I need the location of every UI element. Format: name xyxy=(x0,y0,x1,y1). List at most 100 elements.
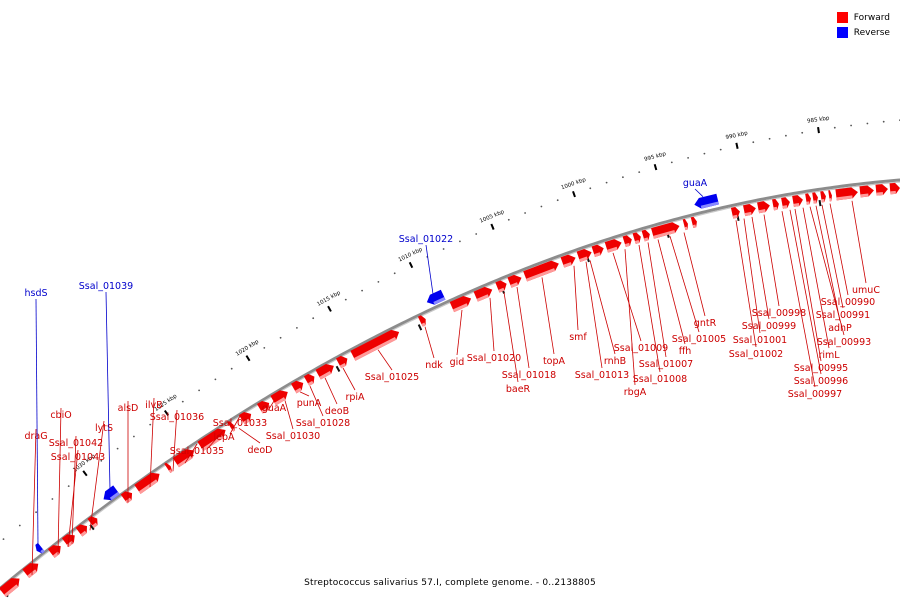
forward-gene-14-shade xyxy=(261,407,268,414)
gene-label-alsd: alsD xyxy=(118,403,139,414)
minor-tick-dot xyxy=(524,212,526,214)
gene-label-lyts: lytS xyxy=(95,423,113,434)
forward-gene-43-shade xyxy=(806,201,810,205)
gene-label-ssal-01002-leader xyxy=(735,220,757,348)
minor-tick-dot xyxy=(589,187,592,190)
gene-label-ssal-01002: Ssal_01002 xyxy=(729,349,783,360)
minor-tick-dot xyxy=(361,289,363,292)
forward-gene-47-shade xyxy=(836,195,853,201)
gene-label-ssal-01033: Ssal_01033 xyxy=(213,418,267,429)
forward-gene-27 xyxy=(560,254,576,268)
gene-label-ssal-00996-leader xyxy=(789,209,822,375)
forward-gene-26-body xyxy=(523,260,559,282)
gene-label-guaa-leader xyxy=(267,400,275,411)
reverse-label-hsds-leader xyxy=(35,298,39,546)
minor-tick-dot xyxy=(344,298,347,301)
tick-label: 1010 kbp xyxy=(398,247,424,264)
tick-label: 1000 kbp xyxy=(560,177,587,191)
forward-gene-42-shade xyxy=(793,202,800,207)
gene-label-gntr: gntR xyxy=(694,318,717,329)
gene-label-lepa: lepA xyxy=(213,432,235,443)
forward-gene-32-shade xyxy=(634,239,640,244)
forward-gene-37-shade xyxy=(732,214,738,219)
gene-label-ssal-01030: Ssal_01030 xyxy=(266,431,320,442)
minor-tick-dot xyxy=(51,498,54,500)
forward-gene-17 xyxy=(303,373,315,386)
minor-tick-dot xyxy=(850,124,852,127)
forward-gene-27-shade xyxy=(563,262,572,268)
forward-swatch xyxy=(836,12,848,23)
forward-gene-1-body xyxy=(0,578,20,597)
forward-gene-13 xyxy=(238,411,252,425)
minor-tick-dot xyxy=(556,199,559,202)
forward-gene-11-body xyxy=(197,428,226,451)
forward-gene-25 xyxy=(507,274,522,288)
gene-label-ssal-01036-leader xyxy=(172,409,178,472)
gene-label-gid: gid xyxy=(450,357,465,368)
forward-gene-41 xyxy=(781,197,790,209)
minor-tick-dot xyxy=(866,122,869,125)
gene-label-guaa: guaA xyxy=(262,403,287,414)
gene-label-ndk: ndk xyxy=(425,360,443,371)
forward-gene-25-shade xyxy=(510,282,519,288)
forward-gene-47 xyxy=(835,187,858,201)
forward-gene-1-shade xyxy=(4,584,19,597)
forward-gene-7-shade xyxy=(125,497,132,504)
tick-label: 995 kbp xyxy=(644,151,668,163)
gene-label-ssal-00996: Ssal_00996 xyxy=(794,376,848,387)
gene-label-ilvb-leader xyxy=(149,397,155,488)
gene-label-rbga-leader xyxy=(624,249,636,386)
forward-gene-7 xyxy=(120,491,133,504)
forward-gene-35-shade xyxy=(684,226,688,231)
gene-label-ssal-01042: Ssal_01042 xyxy=(49,438,103,449)
reverse-label-ssal-01039: Ssal_01039 xyxy=(79,281,133,292)
gene-label-ssal-01035-leader xyxy=(184,443,198,464)
gene-label-ssal-01005: Ssal_01005 xyxy=(672,334,726,345)
gene-label-ssal-01009-leader xyxy=(612,252,642,342)
forward-gene-15-shade xyxy=(274,397,286,406)
reverse-gene-hsds xyxy=(35,542,45,554)
gene-label-umuc-leader xyxy=(851,200,867,284)
forward-gene-14 xyxy=(256,400,270,414)
forward-gene-20 xyxy=(350,329,400,361)
minor-tick-dot xyxy=(687,157,689,159)
forward-gene-22-body xyxy=(449,295,472,313)
gene-label-ssal-01020: Ssal_01020 xyxy=(467,353,521,364)
forward-gene-6 xyxy=(87,516,98,528)
gene-label-ssal-01013: Ssal_01013 xyxy=(575,370,629,381)
legend-reverse-label: Reverse xyxy=(853,27,890,38)
forward-gene-44 xyxy=(812,192,818,204)
minor-tick-dot xyxy=(100,459,103,462)
gene-label-baer-leader xyxy=(503,292,519,383)
forward-gene-39-shade xyxy=(758,209,766,214)
forward-gene-40 xyxy=(772,198,779,211)
major-tick xyxy=(327,305,332,312)
gene-label-ssal-01043: Ssal_01043 xyxy=(51,452,105,463)
forward-gene-18-body xyxy=(315,364,334,380)
gene-label-ssal-01033-leader xyxy=(229,415,241,435)
gene-label-adhp-leader xyxy=(815,205,841,322)
major-tick xyxy=(653,163,658,171)
major-tick xyxy=(82,470,88,477)
minor-tick-dot xyxy=(507,218,510,221)
genome-caption: Streptococcus salivarius 57.I, complete … xyxy=(304,578,596,588)
forward-gene-19-shade xyxy=(339,362,347,369)
forward-gene-2-body xyxy=(22,563,39,578)
gene-label-drag-leader xyxy=(31,428,37,575)
gene-label-drag: draG xyxy=(24,431,47,442)
reverse-gene-guaa xyxy=(694,193,719,209)
minor-tick-dot xyxy=(67,485,70,487)
major-tick xyxy=(163,409,170,417)
forward-gene-29-body xyxy=(591,244,604,257)
forward-gene-8-body xyxy=(134,472,160,494)
gene-label-gid-leader xyxy=(456,309,463,356)
tick-label: 1020 kbp xyxy=(235,339,261,358)
forward-gene-21 xyxy=(417,315,426,327)
forward-gene-28-body xyxy=(576,248,592,262)
forward-gene-46-shade xyxy=(829,198,832,202)
forward-gene-48-shade xyxy=(860,193,869,198)
gene-label-ilvb: ilvB xyxy=(145,400,162,411)
legend: Forward Reverse xyxy=(836,10,890,40)
forward-gene-39 xyxy=(757,201,770,214)
gene-label-ssal-01043-leader xyxy=(67,449,79,547)
